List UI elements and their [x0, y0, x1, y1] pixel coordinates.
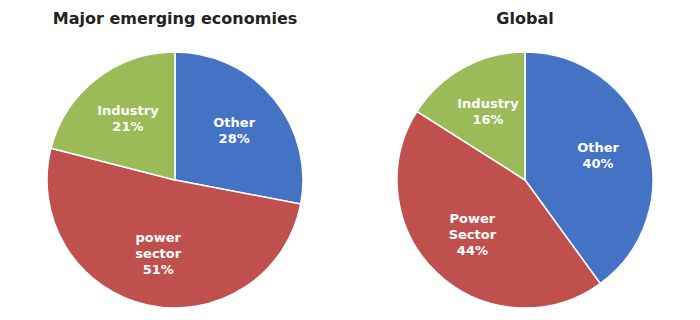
slice-label: PowerSector44% — [449, 211, 497, 258]
slice-label-line: Other — [213, 115, 255, 130]
slice-label-line: 16% — [472, 112, 503, 127]
chart-root: Major emerging economiesOther28%powersec… — [0, 0, 700, 320]
slice-label-line: Power — [450, 211, 496, 226]
slice-label-line: 44% — [457, 243, 488, 258]
slice-label-line: 28% — [219, 131, 250, 146]
slices — [397, 52, 653, 308]
pie-slice — [175, 52, 303, 204]
slice-label: Other40% — [577, 140, 619, 171]
slice-label-line: power — [136, 230, 182, 245]
slice-label-line: Other — [577, 140, 619, 155]
slice-label-line: 40% — [582, 156, 613, 171]
pie-slice — [51, 52, 175, 180]
chart-svg: Major emerging economiesOther28%powersec… — [0, 0, 700, 320]
slice-labels: Other40% PowerSector44% Industry16% — [449, 96, 620, 258]
slice-label: Industry16% — [457, 96, 519, 127]
slice-labels: Other28% powersector51% Industry21% — [97, 103, 255, 278]
slice-label-line: sector — [135, 246, 181, 261]
slice-label-line: 21% — [112, 119, 143, 134]
slice-label-line: Sector — [449, 227, 497, 242]
slice-label: Industry21% — [97, 103, 159, 134]
pie-chart: Major emerging economies Other28% powersec… — [47, 9, 303, 308]
chart-title: Global — [496, 9, 553, 28]
chart-title: Major emerging economies — [53, 9, 298, 28]
slice-label-line: Industry — [457, 96, 519, 111]
slice-label-line: 51% — [143, 262, 174, 277]
slice-label-line: Industry — [97, 103, 159, 118]
slice-label: powersector51% — [135, 230, 181, 277]
slices — [47, 52, 303, 308]
slice-label: Other28% — [213, 115, 255, 146]
pie-slice — [417, 52, 525, 180]
pie-chart: Global Other40% PowerSector44% Industry16% — [397, 9, 653, 308]
